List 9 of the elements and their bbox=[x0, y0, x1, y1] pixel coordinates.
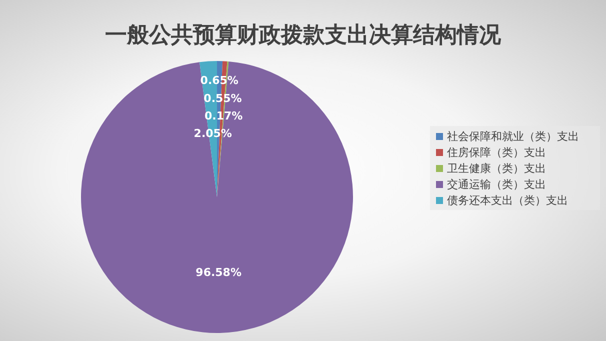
legend-label: 卫生健康（类）支出 bbox=[447, 162, 546, 175]
legend-label: 债务还本支出（类）支出 bbox=[447, 194, 568, 207]
legend-label: 住房保障（类）支出 bbox=[447, 146, 546, 159]
legend-label: 交通运输（类）支出 bbox=[447, 178, 546, 191]
legend-label: 社会保障和就业（类）支出 bbox=[447, 130, 579, 143]
chart-title: 一般公共预算财政拨款支出决算结构情况 bbox=[105, 23, 502, 48]
data-label: 96.58% bbox=[196, 266, 242, 279]
data-label: 2.05% bbox=[194, 127, 232, 140]
pie-slice bbox=[81, 62, 353, 333]
